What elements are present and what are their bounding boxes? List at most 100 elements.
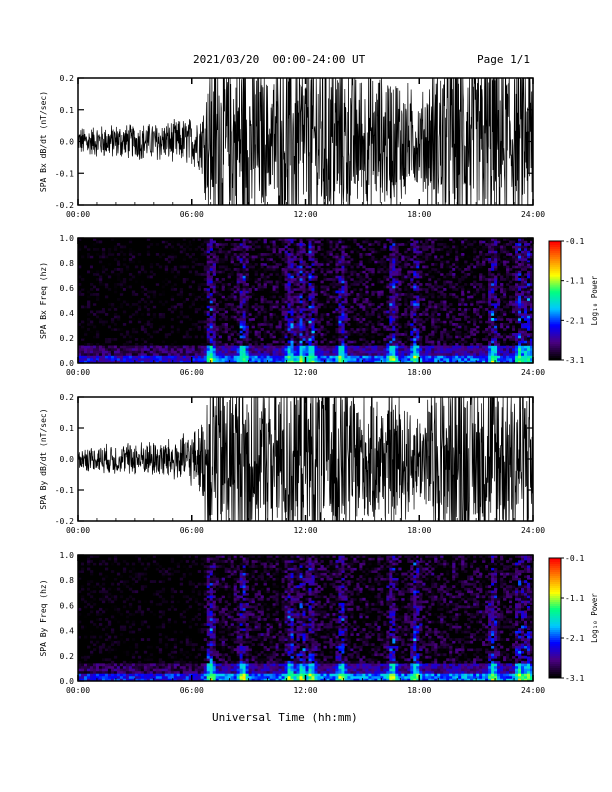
heat-cell: [356, 348, 360, 351]
heat-cell: [386, 303, 390, 306]
heat-cell: [305, 270, 309, 274]
heat-cell: [239, 293, 243, 296]
heat-cell: [347, 353, 351, 356]
heat-cell: [212, 255, 216, 259]
heat-cell: [368, 243, 372, 246]
heat-cell: [425, 360, 429, 364]
heat-cell: [461, 360, 465, 364]
heat-cell: [380, 308, 384, 311]
heat-cell: [170, 305, 175, 309]
heat-cell: [458, 270, 462, 274]
heat-cell: [107, 248, 112, 251]
heat-cell: [383, 338, 387, 341]
heat-cell: [395, 245, 399, 249]
heat-cell: [140, 238, 145, 241]
heat-cell: [389, 353, 393, 356]
heat-cell: [518, 360, 522, 364]
heat-cell: [482, 295, 486, 299]
heat-cell: [305, 313, 309, 316]
heat-cell: [95, 310, 100, 314]
heat-cell: [332, 248, 336, 251]
heat-cell: [428, 238, 432, 241]
heat-cell: [485, 335, 489, 339]
heat-cell: [170, 240, 175, 244]
heat-cell: [203, 333, 208, 336]
heat-cell: [269, 350, 273, 354]
heat-cell: [518, 353, 522, 356]
heat-cell: [101, 353, 106, 356]
heat-cell: [419, 260, 423, 264]
heat-cell: [194, 310, 199, 314]
heat-cell: [296, 313, 300, 316]
heat-cell: [140, 358, 145, 361]
heat-cell: [473, 285, 477, 289]
heat-cell: [242, 320, 246, 324]
heat-cell: [488, 358, 492, 361]
heat-cell: [173, 308, 178, 311]
heat-cell: [350, 283, 354, 286]
heat-cell: [353, 300, 357, 304]
heat-cell: [263, 240, 267, 244]
heat-cell: [209, 335, 213, 339]
heat-cell: [218, 343, 222, 346]
heat-cell: [419, 255, 423, 259]
heat-cell: [527, 338, 531, 341]
heat-cell: [206, 275, 211, 279]
heat-cell: [191, 258, 196, 261]
heat-cell: [350, 268, 354, 271]
heat-cell: [527, 353, 531, 356]
heat-cell: [407, 343, 411, 346]
heat-cell: [416, 303, 420, 306]
heat-cell: [164, 355, 169, 359]
heat-cell: [200, 248, 205, 251]
heat-cell: [446, 283, 450, 286]
heat-cell: [389, 325, 393, 329]
heat-cell: [368, 260, 372, 264]
heat-cell: [227, 268, 231, 271]
heat-cell: [227, 253, 231, 256]
heat-cell: [164, 258, 169, 261]
heat-cell: [497, 295, 501, 299]
heat-cell: [299, 275, 303, 279]
heat-cell: [326, 340, 330, 344]
heat-cell: [356, 313, 360, 316]
heat-cell: [137, 253, 142, 256]
heat-cell: [503, 250, 507, 254]
heat-cell: [422, 295, 426, 299]
heat-cell: [479, 250, 483, 254]
heat-cell: [338, 275, 342, 279]
heat-cell: [248, 318, 252, 321]
heat-cell: [404, 300, 408, 304]
heat-cell: [431, 358, 435, 361]
heat-cell: [221, 255, 225, 259]
heat-cell: [212, 358, 216, 361]
heat-cell: [305, 323, 309, 326]
heat-cell: [359, 358, 363, 361]
heat-cell: [185, 285, 190, 289]
heat-cell: [164, 268, 169, 271]
heat-cell: [182, 353, 187, 356]
heat-cell: [386, 348, 390, 351]
heat-cell: [275, 318, 279, 321]
heat-cell: [359, 310, 363, 314]
heat-cell: [431, 295, 435, 299]
heat-cell: [137, 273, 142, 276]
heat-cell: [281, 243, 285, 246]
heat-cell: [458, 323, 462, 326]
heat-cell: [293, 330, 297, 334]
heat-cell: [515, 285, 519, 289]
heat-cell: [440, 248, 444, 251]
heat-cell: [443, 340, 447, 344]
heat-cell: [209, 263, 213, 266]
heat-cell: [212, 263, 216, 266]
heat-cell: [344, 245, 348, 249]
heat-cell: [515, 260, 519, 264]
heat-cell: [413, 340, 417, 344]
heat-cell: [449, 360, 453, 364]
heat-cell: [458, 283, 462, 286]
heat-cell: [389, 290, 393, 294]
heat-cell: [278, 260, 282, 264]
heat-cell: [143, 305, 148, 309]
heat-cell: [467, 278, 471, 281]
heat-cell: [191, 300, 196, 304]
